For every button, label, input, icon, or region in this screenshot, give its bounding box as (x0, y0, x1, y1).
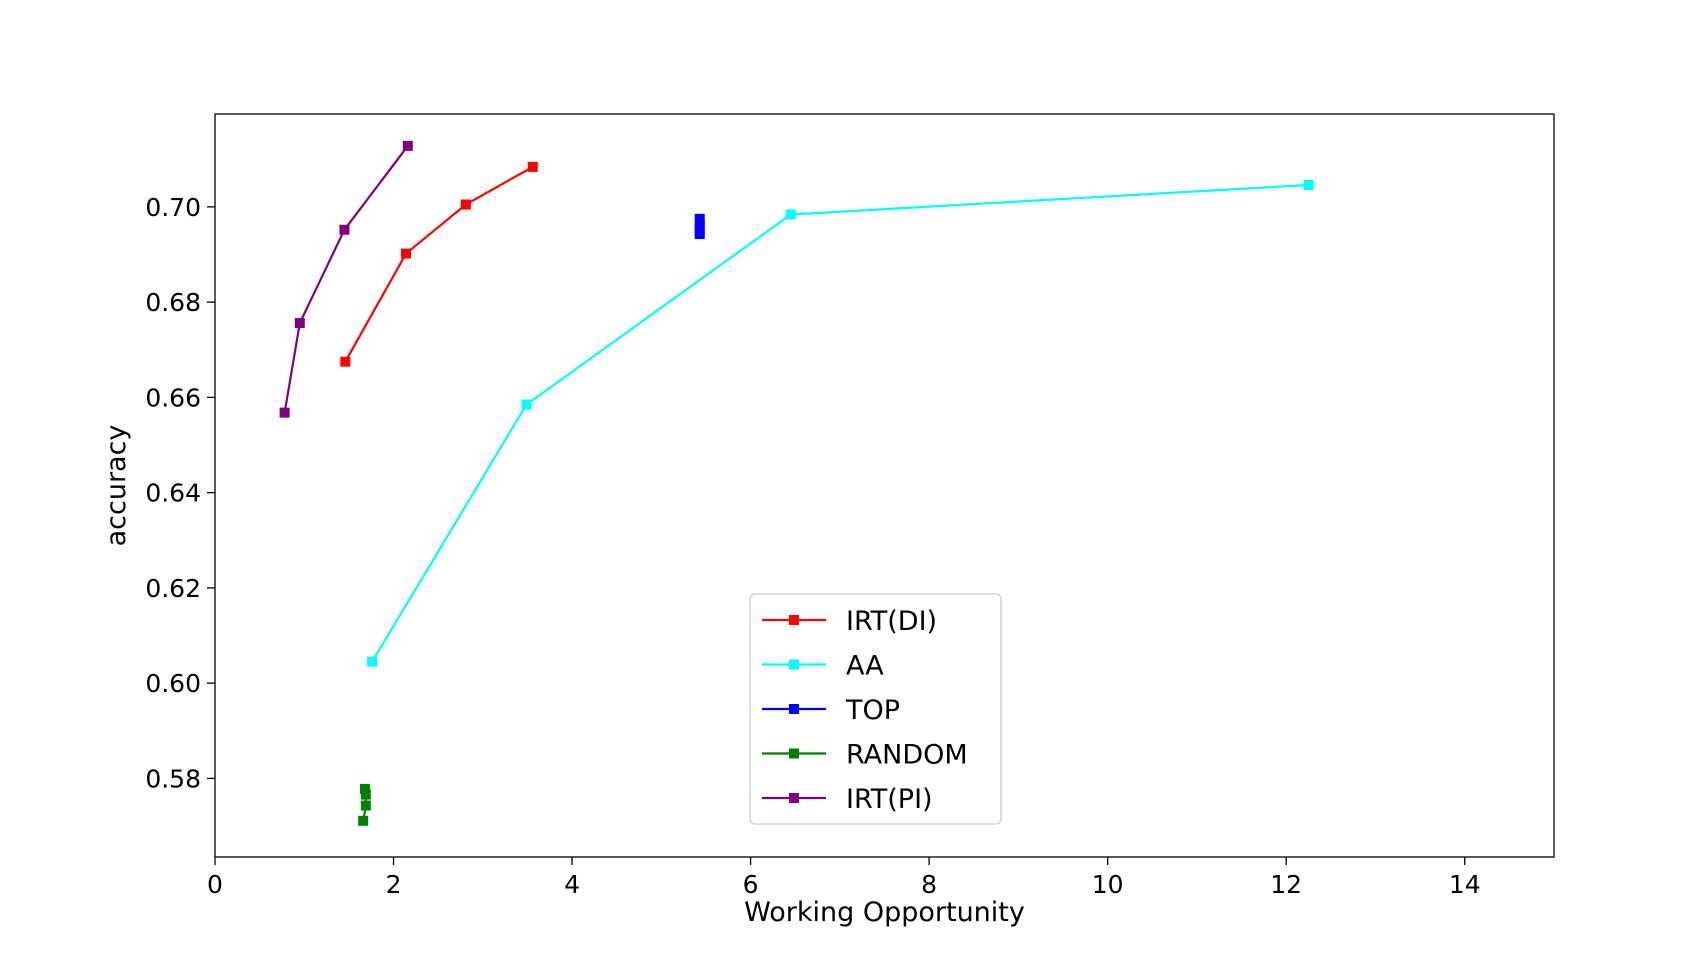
x-tick-label: 2 (386, 870, 402, 899)
legend-label: IRT(PI) (846, 784, 933, 815)
series-line (371, 183, 1309, 663)
series-irt-di (340, 161, 538, 367)
data-point (460, 199, 471, 210)
x-axis-title: Working Opportunity (744, 897, 1025, 928)
x-tick-label: 12 (1270, 870, 1302, 899)
data-point (694, 219, 705, 230)
data-point (521, 399, 532, 410)
data-point (527, 161, 538, 172)
x-tick-label: 4 (564, 870, 580, 899)
legend-entry: TOP (762, 695, 900, 726)
data-point (279, 407, 290, 418)
legend-entry: IRT(DI) (762, 606, 937, 637)
y-tick-label: 0.60 (145, 669, 201, 698)
data-point (401, 248, 412, 259)
y-tick-label: 0.58 (145, 764, 201, 793)
legend-marker (789, 748, 799, 759)
plot-area (279, 140, 1314, 826)
x-tick-label: 10 (1092, 870, 1124, 899)
data-point (785, 209, 796, 220)
x-tick-label: 8 (921, 870, 937, 899)
legend-marker (789, 659, 799, 670)
legend-marker (789, 704, 799, 714)
plot-frame (214, 113, 1555, 858)
data-point (340, 356, 351, 367)
x-tick-label: 0 (207, 870, 223, 899)
y-tick-label: 0.62 (145, 574, 201, 603)
legend-box (749, 593, 1002, 825)
data-point (294, 318, 305, 329)
data-point (367, 656, 378, 667)
legend-entry: IRT(PI) (762, 784, 933, 815)
data-point (402, 140, 413, 151)
series-top (694, 213, 705, 240)
legend-label: AA (846, 651, 884, 682)
y-axis: 0.58 0.60 0.62 0.64 0.66 0.68 0.70 (145, 193, 215, 793)
data-point (694, 213, 705, 224)
y-tick-label: 0.66 (145, 383, 201, 412)
data-point (359, 783, 370, 794)
data-point (339, 224, 350, 235)
legend-label: TOP (845, 695, 900, 726)
legend-marker (789, 615, 799, 625)
x-tick-label: 14 (1449, 870, 1481, 899)
series-line (283, 145, 409, 413)
data-point (358, 815, 369, 826)
series-irt-pi (279, 140, 413, 418)
y-axis-title: accuracy (101, 425, 132, 547)
legend-entry: AA (762, 651, 884, 682)
legend: IRT(DI) AA TOP RANDOM IRT(PI) (749, 593, 1002, 825)
y-tick-label: 0.70 (145, 193, 201, 222)
data-point (1303, 179, 1314, 190)
legend-marker (789, 793, 799, 803)
x-axis: 0 2 4 6 8 10 12 14 (207, 857, 1481, 899)
series-line (344, 165, 534, 363)
data-point (694, 224, 705, 235)
data-point (360, 800, 371, 811)
legend-label: RANDOM (846, 740, 968, 771)
series-random (358, 783, 371, 826)
x-tick-label: 6 (743, 870, 759, 899)
series-aa (367, 179, 1314, 667)
data-point (360, 789, 371, 800)
legend-label: IRT(DI) (846, 606, 937, 637)
y-tick-label: 0.68 (145, 288, 201, 317)
y-tick-label: 0.64 (145, 479, 201, 508)
legend-entry: RANDOM (762, 740, 968, 771)
